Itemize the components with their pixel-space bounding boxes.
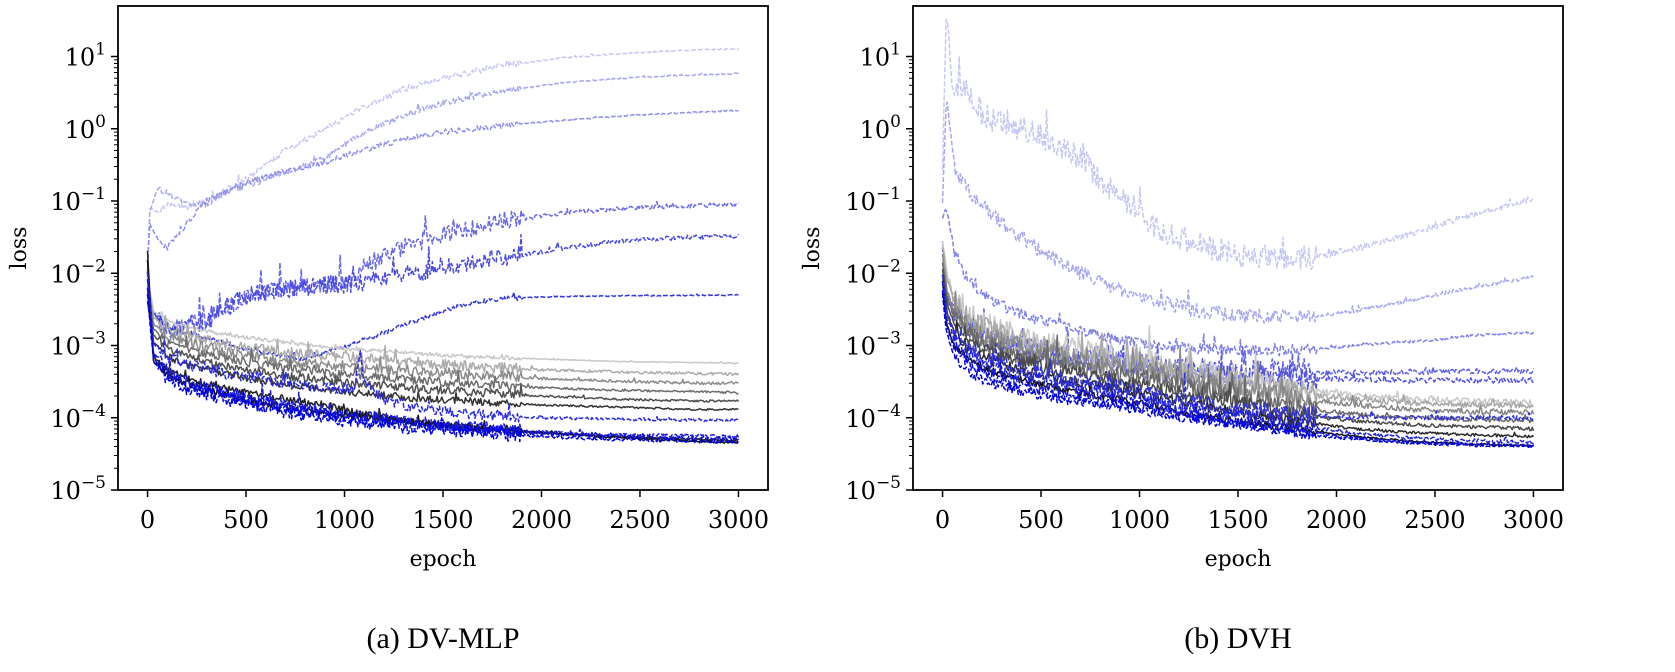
plot-area (146, 47, 740, 445)
series-line-4 (146, 200, 739, 338)
x-tick-label: 3000 (708, 506, 769, 534)
y-tick-label: 10−3 (50, 329, 106, 361)
y-tick-label: 10−1 (845, 184, 901, 216)
panel-caption: (a) DV-MLP (366, 622, 519, 655)
x-tick-label: 1000 (1109, 506, 1170, 534)
y-tick-label: 10−3 (845, 329, 901, 361)
y-tick-label: 10−1 (50, 184, 106, 216)
series-line-16 (146, 278, 740, 439)
series-line-5 (146, 233, 740, 337)
series-line-15 (941, 290, 1535, 448)
series-line-2 (941, 101, 1534, 324)
y-tick-label: 10−4 (845, 401, 901, 433)
y-tick-label: 100 (860, 112, 901, 144)
y-axis-label: loss (7, 227, 32, 270)
y-tick-label: 10−2 (50, 256, 106, 288)
y-tick-label: 10−5 (50, 473, 106, 505)
x-axis-label: epoch (1205, 547, 1272, 572)
x-tick-label: 1000 (314, 506, 375, 534)
panel-dv-mlp: 0 500 1000 1500 2000 2500 3000 101 100 10−1 10−2 10… (7, 5, 769, 655)
y-tick-label: 101 (65, 40, 106, 72)
x-tick-label: 500 (223, 506, 269, 534)
x-tick-label: 0 (935, 506, 950, 534)
x-tick-label: 1500 (412, 506, 473, 534)
y-tick-label: 10−5 (845, 473, 901, 505)
x-tick-label: 3000 (1503, 506, 1564, 534)
x-axis-label: epoch (410, 547, 477, 572)
panel-dvh: 0 500 1000 1500 2000 2500 3000 101 100 10−1 10−2 10… (800, 5, 1564, 655)
series-line-10 (941, 268, 1535, 432)
x-tick-label: 2000 (1306, 506, 1367, 534)
y-tick-label: 10−2 (845, 256, 901, 288)
x-tick-label: 0 (140, 506, 155, 534)
series-line-13 (941, 274, 1535, 426)
x-tick-label: 1500 (1207, 506, 1268, 534)
y-tick-label: 10−4 (50, 401, 106, 433)
y-tick-label: 100 (65, 112, 106, 144)
series-line-3 (941, 209, 1535, 357)
series-line-2 (146, 72, 739, 274)
series-line-11 (941, 274, 1535, 439)
plot-frame (117, 5, 769, 491)
series-line-3 (146, 108, 739, 274)
y-tick-label: 101 (860, 40, 901, 72)
y-axis-label: loss (800, 227, 825, 270)
series-line-1 (941, 18, 1535, 271)
series-line-15 (146, 272, 740, 423)
series-line-8 (146, 279, 740, 377)
x-tick-label: 2500 (1404, 506, 1465, 534)
series-line-10 (146, 288, 739, 395)
series-line-9 (146, 283, 739, 386)
series-line-18 (146, 293, 740, 445)
x-tick-label: 500 (1018, 506, 1064, 534)
series-line-7 (146, 276, 739, 365)
series-line-14 (941, 281, 1534, 445)
series-line-16 (941, 293, 1534, 449)
panel-caption: (b) DVH (1184, 622, 1291, 655)
x-tick-label: 2000 (511, 506, 572, 534)
series-line-14 (146, 259, 739, 444)
series-line-1 (146, 47, 740, 274)
plot-area (941, 18, 1535, 449)
series-line-11 (146, 294, 740, 403)
x-tick-label: 2500 (609, 506, 670, 534)
